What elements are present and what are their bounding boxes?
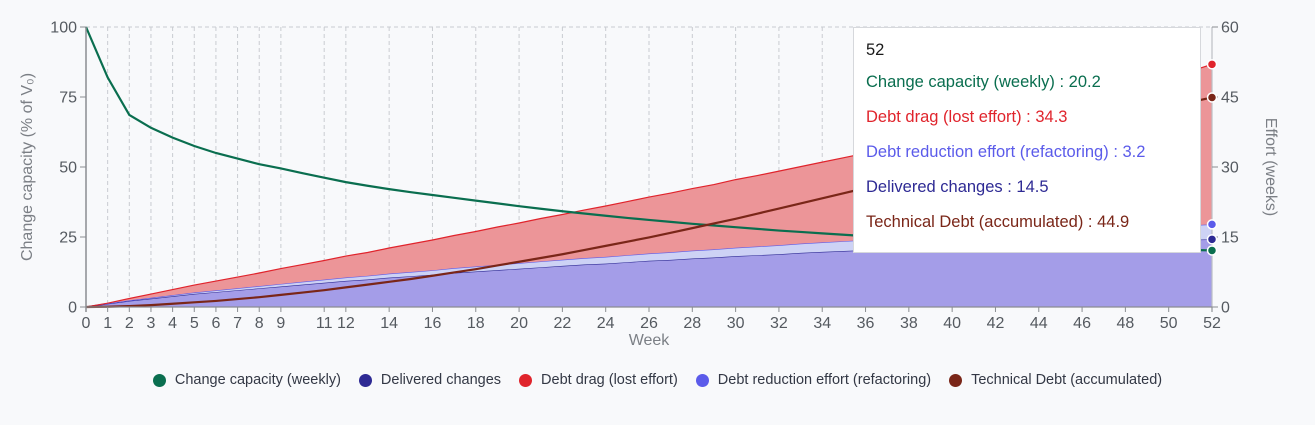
legend-dot-icon (358, 373, 372, 387)
legend-dot-icon (152, 373, 166, 387)
x-tick-label: 3 (147, 315, 156, 332)
x-tick-label: 46 (1073, 315, 1091, 332)
x-tick-label: 5 (190, 315, 199, 332)
x-tick-label: 38 (900, 315, 918, 332)
x-tick-label: 12 (337, 315, 355, 332)
x-tick-label: 20 (510, 315, 528, 332)
x-tick-label: 32 (770, 315, 788, 332)
x-tick-label: 50 (1160, 315, 1178, 332)
legend-dot-icon (695, 373, 709, 387)
legend-item-refactoring[interactable]: Debt reduction effort (refactoring) (695, 372, 932, 388)
right-tick-label: 30 (1221, 160, 1239, 177)
legend-label: Debt drag (lost effort) (541, 372, 678, 388)
x-tick-label: 28 (683, 315, 701, 332)
tooltip-row-capacity: Change capacity (weekly) : 20.2 (866, 73, 1101, 91)
legend-item-delivered[interactable]: Delivered changes (358, 372, 502, 388)
x-tick-label: 7 (233, 315, 242, 332)
delivered-area (86, 239, 1212, 307)
right-tick-label: 45 (1221, 90, 1239, 107)
left-tick-label: 50 (59, 160, 77, 177)
legend-label: Delivered changes (380, 372, 502, 388)
left-tick-label: 25 (59, 230, 77, 247)
left-tick-label: 0 (68, 300, 77, 317)
tooltip-row-debt-drag: Debt drag (lost effort) : 34.3 (866, 108, 1068, 126)
x-tick-label: 36 (857, 315, 875, 332)
x-axis-title: Week (629, 332, 671, 349)
legend-label: Debt reduction effort (refactoring) (717, 372, 932, 388)
right-axis-title: Effort (weeks) (1262, 118, 1279, 216)
tooltip-row-delivered: Delivered changes : 14.5 (866, 178, 1049, 196)
legend-label: Technical Debt (accumulated) (971, 372, 1163, 388)
tooltip-row-tech-debt: Technical Debt (accumulated) : 44.9 (866, 213, 1130, 231)
hover-dot-icon (1206, 92, 1218, 103)
x-tick-label: 40 (943, 315, 961, 332)
hover-dot-icon (1206, 234, 1218, 245)
x-tick-label: 24 (597, 315, 615, 332)
right-tick-label: 0 (1221, 300, 1230, 317)
x-tick-label: 52 (1203, 315, 1221, 332)
x-tick-label: 30 (727, 315, 745, 332)
x-tick-label: 2 (125, 315, 134, 332)
left-tick-label: 100 (50, 20, 77, 37)
x-tick-label: 9 (276, 315, 285, 332)
legend-dot-icon (949, 373, 963, 387)
x-tick-label: 6 (211, 315, 220, 332)
x-tick-label: 1 (103, 315, 112, 332)
tooltip-title: 52 (866, 41, 885, 59)
x-tick-label: 44 (1030, 315, 1048, 332)
x-tick-label: 34 (813, 315, 831, 332)
legend-item-tech-debt[interactable]: Technical Debt (accumulated) (949, 372, 1162, 388)
legend-dot-icon (519, 373, 533, 387)
legend-item-debt-drag[interactable]: Debt drag (lost effort) (519, 372, 678, 388)
hover-dots (1206, 59, 1218, 256)
legend: Change capacity (weekly) Delivered chang… (0, 372, 1315, 388)
x-tick-label: 14 (380, 315, 398, 332)
left-axis-title: Change capacity (% of V₀) (19, 73, 36, 261)
hover-dot-icon (1206, 245, 1218, 256)
x-tick-label: 16 (424, 315, 442, 332)
legend-item-capacity[interactable]: Change capacity (weekly) (152, 372, 341, 388)
x-tick-label: 18 (467, 315, 485, 332)
tooltip-row-refactoring: Debt reduction effort (refactoring) : 3.… (866, 143, 1146, 161)
x-tick-label: 22 (553, 315, 571, 332)
hover-dot-icon (1206, 59, 1218, 70)
x-tick-label: 11 (316, 315, 333, 332)
hover-dot-icon (1206, 219, 1218, 230)
tooltip: 52 Change capacity (weekly) : 20.2 Debt … (853, 27, 1201, 253)
x-tick-label: 0 (82, 315, 91, 332)
right-tick-label: 15 (1221, 230, 1239, 247)
legend-label: Change capacity (weekly) (174, 372, 341, 388)
x-tick-label: 42 (987, 315, 1005, 332)
x-tick-label: 26 (640, 315, 658, 332)
x-tick-label: 8 (255, 315, 264, 332)
right-tick-label: 60 (1221, 20, 1239, 37)
x-tick-label: 48 (1116, 315, 1134, 332)
x-tick-label: 4 (168, 315, 177, 332)
left-tick-label: 75 (59, 90, 77, 107)
